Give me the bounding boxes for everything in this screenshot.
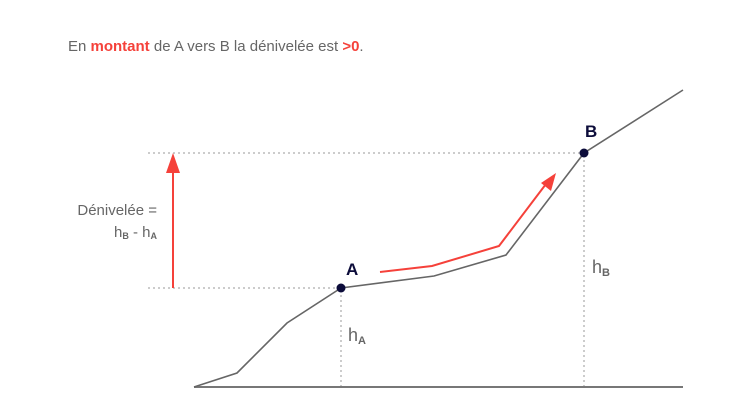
- point-b-label: B: [585, 122, 598, 141]
- point-a: [336, 283, 346, 293]
- caption-highlight-positive: >0: [342, 38, 360, 55]
- point-a-label: A: [346, 260, 359, 279]
- point-b: [579, 148, 589, 158]
- height-a-label: hA: [348, 325, 366, 347]
- path-arrow: [379, 179, 550, 273]
- caption-highlight-montant: montant: [90, 38, 150, 55]
- path-arrow-head: [541, 173, 556, 191]
- elevation-arrow-head: [166, 153, 180, 173]
- denivelee-label: Dénivelée = hB - hA: [77, 202, 157, 241]
- height-b-label: hB: [592, 257, 610, 279]
- caption: En montant de A vers B la dénivelée est …: [68, 38, 364, 55]
- terrain-profile: [193, 89, 684, 388]
